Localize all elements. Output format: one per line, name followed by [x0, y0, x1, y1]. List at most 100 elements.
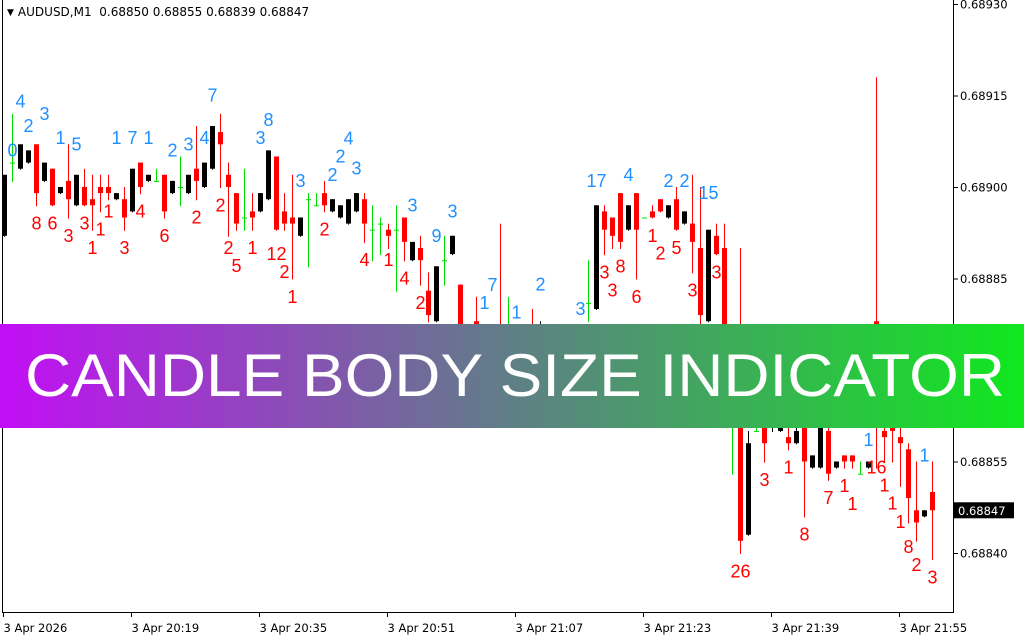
candle-body: [802, 412, 807, 462]
candle-bull: [18, 144, 23, 170]
body-size-label: 8: [615, 256, 625, 276]
candle-body: [650, 211, 655, 218]
candle-body: [274, 156, 279, 230]
candle-body: [626, 205, 631, 230]
time-axis[interactable]: 3 Apr 2026 3 Apr 20:19 3 Apr 20:35 3 Apr 20…: [3, 612, 968, 635]
body-size-label: 2: [535, 275, 545, 295]
candle-bull: [682, 211, 687, 225]
body-size-label: 6: [631, 287, 641, 307]
body-size-label: 1: [87, 238, 97, 258]
current-price-label: 0.68847: [958, 504, 1006, 518]
body-size-label: 1: [55, 128, 65, 148]
candle-body: [594, 205, 599, 309]
candle-body: [218, 132, 223, 145]
time-tick-label: 3 Apr 20:35: [260, 621, 328, 635]
body-size-label: 4: [359, 250, 369, 270]
candle-body: [674, 199, 679, 230]
candle-bear: [714, 223, 719, 256]
candle-bull: [26, 150, 31, 164]
candle-bear: [650, 205, 655, 219]
body-size-label: 1: [383, 250, 393, 270]
candle-bull: [866, 461, 871, 469]
body-size-label: 3: [295, 171, 305, 191]
candle-bear: [418, 235, 423, 286]
ohlc-values: 0.68850 0.68855 0.68839 0.68847: [99, 5, 310, 19]
body-size-label: 5: [231, 256, 241, 276]
body-size-label: 1: [887, 494, 897, 514]
candle-body: [266, 150, 271, 200]
banner-title: CANDLE BODY SIZE INDICATOR: [25, 342, 1005, 409]
candle-doji: [370, 205, 375, 262]
candle-bear: [90, 174, 95, 231]
candle-body: [34, 144, 39, 194]
candle-body: [194, 168, 199, 181]
candle-body: [362, 199, 367, 224]
candle-body: [330, 199, 335, 212]
candle-bull: [266, 150, 271, 201]
candle-bull: [834, 461, 839, 469]
candle-bear: [426, 272, 431, 323]
body-size-label: 1: [111, 128, 121, 148]
body-size-label: 2: [335, 147, 345, 167]
body-size-label: 3: [927, 567, 937, 587]
candle-bull: [922, 510, 927, 518]
candle-bear: [82, 168, 87, 207]
candle-bear: [698, 187, 703, 329]
candle-bear: [138, 162, 143, 195]
body-size-label: 3: [183, 134, 193, 154]
candle-body: [50, 168, 55, 206]
body-size-label: 2: [279, 262, 289, 282]
candle-bull: [202, 162, 207, 188]
triangle-down-icon[interactable]: ▼: [7, 8, 14, 18]
price-tick-label: 0.68885: [960, 272, 1008, 286]
candle-body: [122, 199, 127, 218]
body-size-label: 4: [199, 128, 209, 148]
candle-bear: [906, 443, 911, 524]
candle-body: [786, 437, 791, 444]
body-size-label: 1: [863, 430, 873, 450]
body-size-label: 1: [143, 128, 153, 148]
body-size-label: 4: [343, 129, 353, 149]
body-size-label: 7: [207, 86, 217, 106]
body-size-label: 2: [167, 140, 177, 160]
candle-body: [922, 510, 927, 517]
body-size-label: 5: [671, 238, 681, 258]
candle-doji: [442, 235, 447, 286]
candle-body: [826, 431, 831, 474]
price-tick-label: 0.68855: [960, 455, 1008, 469]
body-size-label: 2: [679, 171, 689, 191]
candle-bull: [42, 162, 47, 182]
candle-body: [658, 199, 663, 212]
candle-bear: [690, 174, 695, 274]
candle-bear: [634, 193, 639, 280]
body-size-label: 3: [63, 226, 73, 246]
body-size-label: 3: [599, 262, 609, 282]
candle-doji: [242, 168, 247, 231]
candle-body: [258, 193, 263, 212]
candle-body: [458, 284, 463, 358]
body-size-label: 5: [71, 134, 81, 154]
candle-body: [690, 223, 695, 242]
body-size-label: 2: [911, 555, 921, 575]
candle-body: [298, 217, 303, 236]
title-banner: CANDLE BODY SIZE INDICATOR: [0, 324, 1024, 428]
candle-body: [226, 174, 231, 187]
body-size-label: 4: [135, 201, 145, 221]
price-axis[interactable]: 0.68930 0.68915 0.68900 0.68885 0.68855 0.688…: [953, 0, 1008, 561]
candle-body: [882, 431, 887, 438]
candle-bear: [34, 144, 39, 207]
candle-bull: [298, 217, 303, 237]
price-tick-label: 0.68900: [960, 181, 1008, 195]
body-size-label: 9: [431, 226, 441, 246]
body-size-label: 1: [647, 226, 657, 246]
body-size-label: 0: [7, 140, 17, 160]
candle-bull: [258, 193, 263, 213]
candle-bull: [130, 168, 135, 213]
body-size-label: 3: [407, 195, 417, 215]
candle-body: [410, 241, 415, 261]
candle-body: [418, 248, 423, 261]
candle-bear: [226, 162, 231, 237]
body-size-label: 1: [783, 458, 793, 478]
